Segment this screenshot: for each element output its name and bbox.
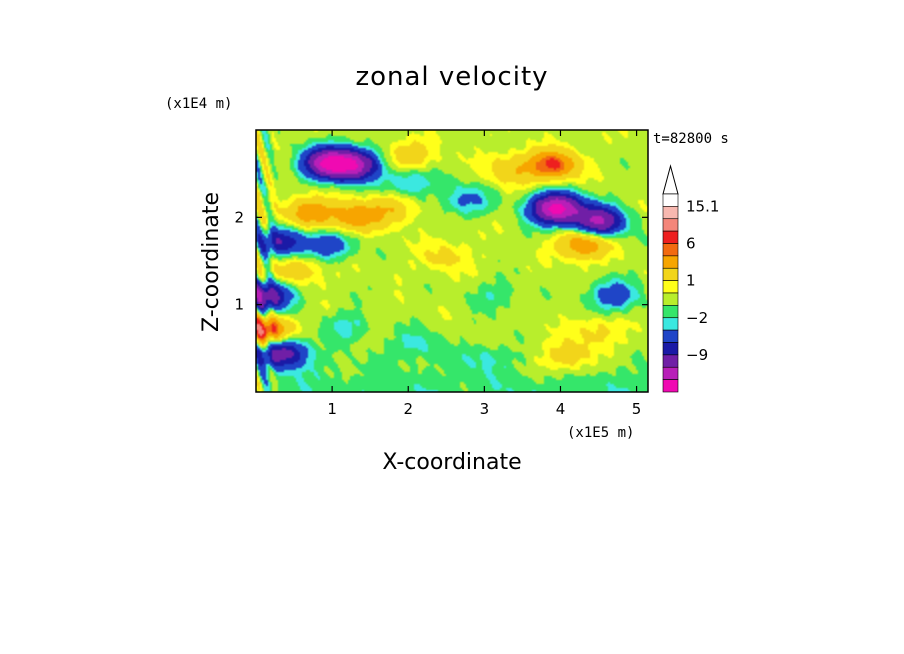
velocity-field	[256, 130, 648, 392]
y-axis-label: Z-coordinate	[199, 192, 224, 332]
x-tick-label: 3	[480, 400, 490, 418]
x-tick-label: 4	[556, 400, 566, 418]
y-tick-label: 1	[234, 296, 244, 314]
x-tick-label: 5	[632, 400, 642, 418]
colorbar-level	[662, 267, 679, 281]
colorbar-level	[662, 280, 679, 294]
x-tick-label: 2	[403, 400, 413, 418]
plot-area	[255, 129, 649, 393]
colorbar-level	[662, 193, 679, 207]
y-axis-ticks: 12	[234, 208, 648, 314]
colorbar-level	[662, 379, 679, 393]
colorbar-label: 6	[686, 235, 696, 253]
colorbar-level	[662, 230, 679, 244]
colorbar-level	[662, 255, 679, 269]
colorbar-level	[662, 366, 679, 380]
x-tick-label: 1	[327, 400, 337, 418]
x-axis-ticks: 1 2 3 4 5	[327, 130, 641, 418]
x-unit-label: (x1E5 m)	[567, 425, 634, 441]
colorbar-level	[662, 329, 679, 343]
colorbar-level	[662, 305, 679, 319]
colorbar-level	[662, 342, 679, 356]
y-tick-label: 2	[234, 208, 244, 226]
colorbar-label: 15.1	[686, 197, 719, 215]
colorbar-label: −2	[686, 309, 708, 327]
colorbar-top-triangle	[662, 164, 679, 195]
colorbar-level	[662, 317, 679, 331]
time-label: t=82800 s	[653, 131, 729, 147]
chart-title: zonal velocity	[355, 62, 548, 92]
colorbar-level	[662, 292, 679, 306]
colorbar-level	[662, 206, 679, 220]
plot-frame	[255, 129, 649, 393]
colorbar-level	[662, 243, 679, 257]
x-axis-label: X-coordinate	[382, 450, 521, 475]
colorbar-level	[662, 354, 679, 368]
y-unit-label: (x1E4 m)	[165, 96, 232, 112]
colorbar-level	[662, 218, 679, 232]
colorbar: 15.1 6 1 −2 −9	[662, 164, 719, 393]
colorbar-label: −9	[686, 346, 708, 364]
colorbar-label: 1	[686, 272, 696, 290]
